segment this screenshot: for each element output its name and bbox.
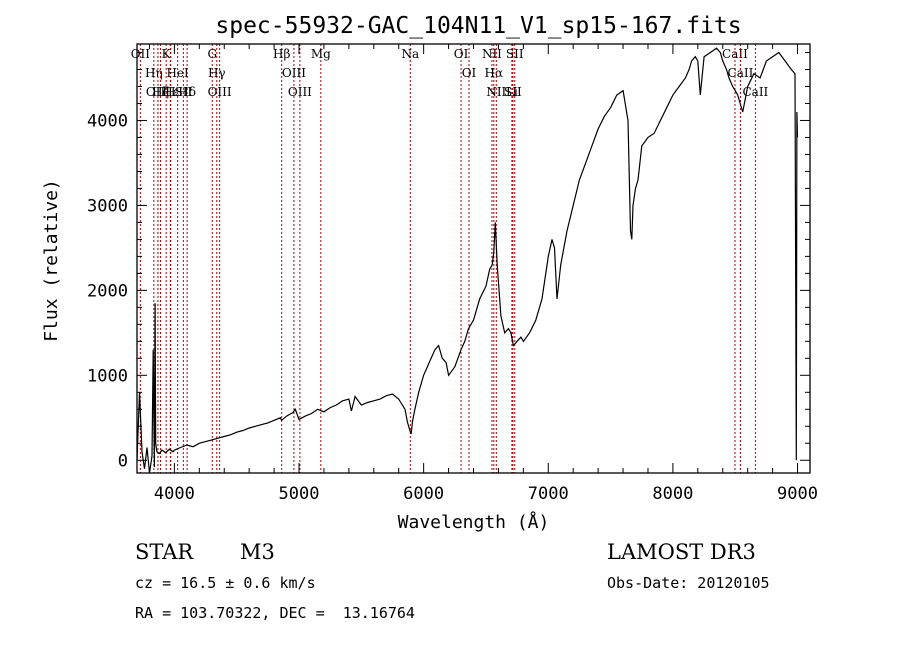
- line-marker-label: CaII: [722, 47, 748, 61]
- line-marker-label: Hη: [145, 66, 163, 80]
- line-marker-label: SII: [506, 47, 524, 61]
- line-marker-label: Mg: [311, 47, 331, 61]
- y-tick-label: 1000: [87, 366, 128, 386]
- line-marker-label: CaII: [742, 85, 768, 99]
- x-tick-label: 5000: [279, 484, 320, 504]
- line-marker-label: NII: [482, 47, 502, 61]
- y-tick-label: 2000: [87, 281, 128, 301]
- line-marker-label: OI: [454, 47, 469, 61]
- spectrum-line: [136, 47, 799, 474]
- line-marker-label: K: [162, 47, 172, 61]
- plot-frame: [136, 43, 811, 474]
- y-tick-label: 0: [118, 451, 128, 471]
- x-tick-label: 7000: [528, 484, 569, 504]
- line-marker-label: CaII: [728, 66, 754, 80]
- line-marker-label: Na: [401, 47, 419, 61]
- line-marker-label: SII: [175, 85, 193, 99]
- x-tick-label: 9000: [777, 484, 818, 504]
- y-axis-label: Flux (relative): [41, 179, 62, 342]
- line-marker-label: SII: [504, 85, 522, 99]
- line-marker-label: OIII: [282, 66, 306, 80]
- line-marker-label: Li: [506, 85, 518, 99]
- line-marker-label: Hβ: [273, 47, 290, 61]
- line-marker-label: G: [207, 47, 217, 61]
- y-tick-label: 4000: [87, 111, 128, 131]
- x-tick-label: 4000: [154, 484, 195, 504]
- line-marker-label: OI: [462, 66, 477, 80]
- x-tick-label: 8000: [652, 484, 693, 504]
- x-tick-label: 6000: [403, 484, 444, 504]
- redshift-readout: cz = 16.5 ± 0.6 km/s: [135, 574, 316, 592]
- y-tick-label: 3000: [87, 196, 128, 216]
- survey-name: LAMOST DR3: [607, 540, 756, 564]
- object-class: STAR: [135, 540, 194, 564]
- obs-date: Obs-Date: 20120105: [607, 574, 770, 592]
- chart-title: spec-55932-GAC_104N11_V1_sp15-167.fits: [215, 13, 741, 39]
- coordinates: RA = 103.70322, DEC = 13.16764: [135, 604, 415, 622]
- line-marker-label: OIII: [288, 85, 312, 99]
- object-subclass: M3: [240, 540, 275, 564]
- line-marker-label: OIII: [146, 85, 170, 99]
- line-marker-label: Hδ: [178, 85, 196, 99]
- line-marker-label: Hε: [162, 85, 179, 99]
- line-marker-label: NII: [486, 85, 506, 99]
- line-marker-label: Hα: [485, 66, 504, 80]
- line-marker-label: Hζ: [152, 85, 169, 99]
- x-axis-label: Wavelength (Å): [398, 511, 550, 533]
- line-marker-label: OII: [131, 47, 151, 61]
- line-marker-label: OIII: [208, 85, 232, 99]
- line-marker-label: Hγ: [208, 66, 226, 80]
- line-marker-label: HeI: [166, 66, 189, 80]
